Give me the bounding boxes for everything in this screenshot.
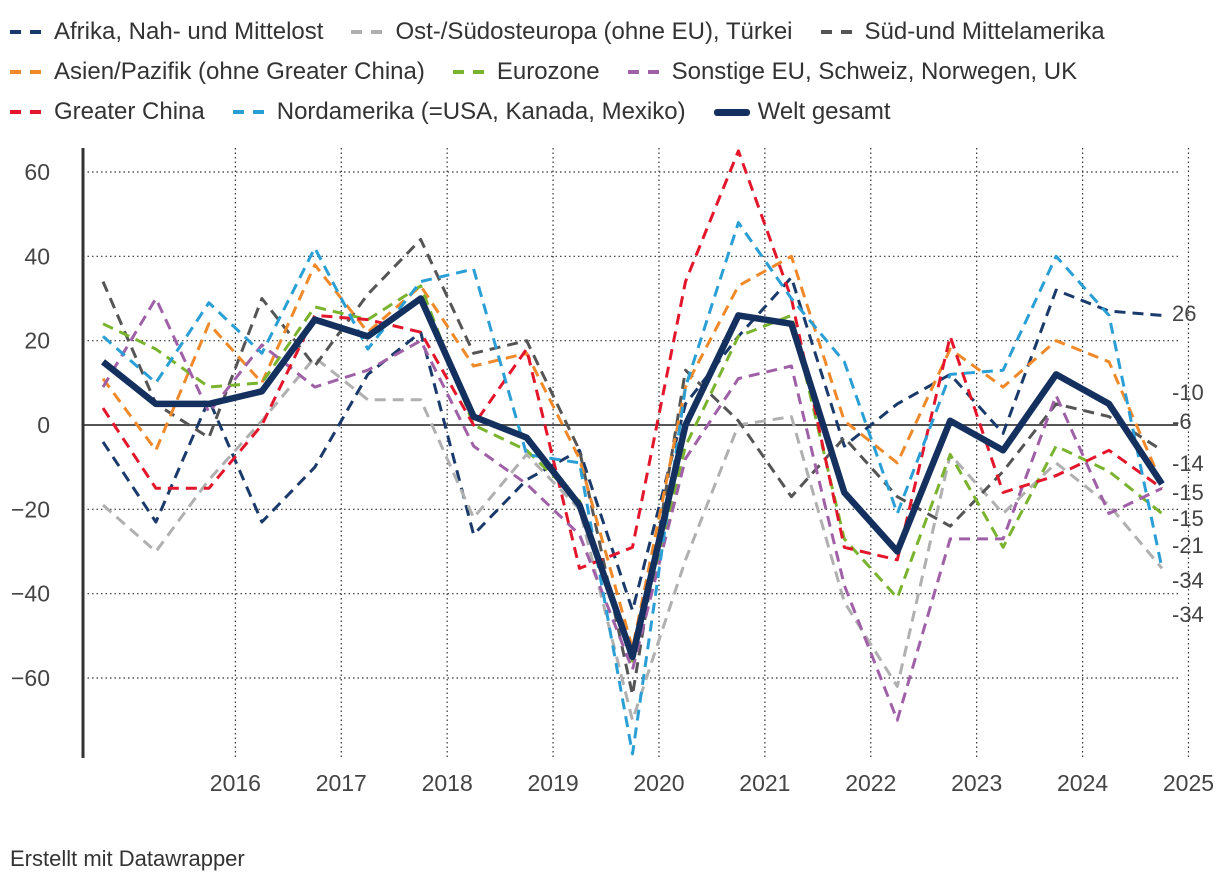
x-tick-label: 2019 <box>527 770 578 796</box>
y-tick-label: −60 <box>11 665 50 691</box>
y-tick-label: 40 <box>24 243 50 269</box>
y-tick-label: −20 <box>11 496 50 522</box>
legend-swatch <box>232 110 269 114</box>
x-tick-label: 2016 <box>210 770 261 796</box>
end-value-label: -14 <box>1172 451 1204 476</box>
series-line-6 <box>101 149 1163 570</box>
legend-swatch <box>713 108 750 116</box>
legend-swatch <box>10 110 46 114</box>
legend-row: Greater China Nordamerika (=USA, Kanada, … <box>10 92 1210 132</box>
series-line-7 <box>102 221 1164 756</box>
x-tick-label: 2023 <box>951 770 1002 796</box>
legend-swatch <box>627 70 664 74</box>
footer-credit: Erstellt mit Datawrapper <box>10 846 245 871</box>
end-value-label: -6 <box>1172 409 1192 434</box>
legend-item: Ost-/Südosteuropa (ohne EU), Türkei <box>351 18 793 46</box>
series-line-0 <box>101 275 1163 612</box>
legend-label: Greater China <box>54 98 205 125</box>
x-tick-label: 2025 <box>1163 770 1214 796</box>
legend-item: Welt gesamt <box>713 98 891 126</box>
legend-label: Asien/Pazifik (ohne Greater China) <box>54 58 425 85</box>
legend-item: Greater China <box>10 98 205 126</box>
y-tick-label: 60 <box>24 159 50 185</box>
legend-swatch <box>351 30 388 34</box>
legend: Afrika, Nah- und Mittelost Ost-/Südosteur… <box>10 12 1210 132</box>
end-value-label: -34 <box>1172 568 1204 593</box>
legend-label: Welt gesamt <box>757 98 891 125</box>
legend-swatch <box>10 70 46 74</box>
series-line-8 <box>100 295 1165 661</box>
legend-item: Süd-und Mittelamerika <box>820 18 1105 46</box>
legend-row: Afrika, Nah- und Mittelost Ost-/Südosteur… <box>10 12 1210 52</box>
legend-label: Afrika, Nah- und Mittelost <box>54 18 324 45</box>
legend-swatch <box>10 30 46 34</box>
end-value-label: -15 <box>1172 506 1204 531</box>
legend-item: Eurozone <box>452 58 600 86</box>
legend-swatch <box>452 70 489 74</box>
x-tick-label: 2021 <box>739 770 790 796</box>
series-line-2 <box>101 238 1163 697</box>
x-tick-label: 2024 <box>1057 770 1108 796</box>
legend-label: Ost-/Südosteuropa (ohne EU), Türkei <box>395 18 793 45</box>
y-tick-label: 0 <box>37 412 50 438</box>
x-tick-label: 2022 <box>845 770 896 796</box>
legend-row: Asien/Pazifik (ohne Greater China) Eurozo… <box>10 52 1210 92</box>
end-value-label: -21 <box>1172 533 1204 558</box>
series-line-3 <box>101 254 1164 650</box>
legend-item: Afrika, Nah- und Mittelost <box>10 18 323 46</box>
legend-item: Nordamerika (=USA, Kanada, Mexiko) <box>232 98 686 126</box>
series-line-1 <box>102 356 1164 722</box>
y-tick-label: 20 <box>24 328 50 354</box>
legend-label: Sonstige EU, Schweiz, Norwegen, UK <box>671 58 1078 85</box>
legend-label: Nordamerika (=USA, Kanada, Mexiko) <box>276 98 686 125</box>
x-tick-label: 2018 <box>422 770 473 796</box>
x-tick-label: 2020 <box>633 770 684 796</box>
legend-item: Sonstige EU, Schweiz, Norwegen, UK <box>627 58 1078 86</box>
legend-item: Asien/Pazifik (ohne Greater China) <box>10 58 425 86</box>
legend-label: Eurozone <box>496 58 600 85</box>
end-value-label: 26 <box>1172 301 1196 326</box>
y-tick-label: −40 <box>11 581 50 607</box>
series-line-5 <box>101 297 1163 722</box>
x-tick-label: 2017 <box>316 770 367 796</box>
legend-label: Süd-und Mittelamerika <box>864 18 1105 45</box>
end-value-label: -15 <box>1172 480 1204 505</box>
series-line-4 <box>102 284 1163 663</box>
end-value-label: -34 <box>1172 602 1204 627</box>
legend-swatch <box>820 30 857 34</box>
end-value-label: -10 <box>1172 380 1204 405</box>
